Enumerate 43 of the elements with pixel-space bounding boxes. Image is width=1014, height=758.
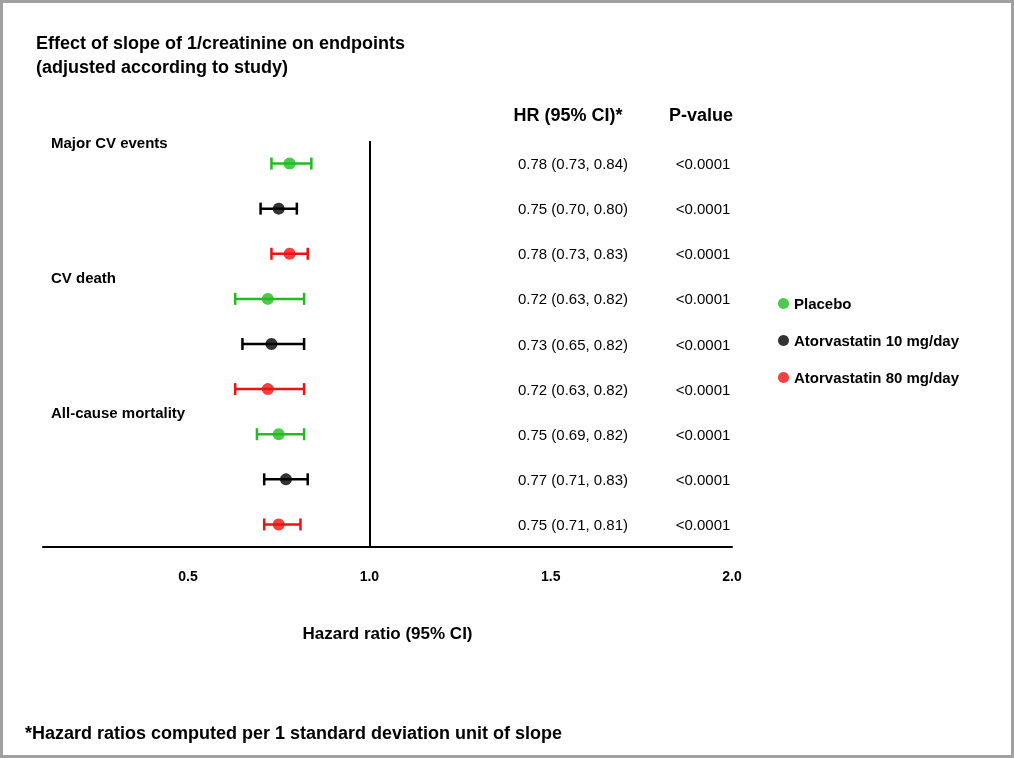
x-tick-label: 0.5 bbox=[178, 568, 198, 584]
annotation: 0.75 (0.71, 0.81) bbox=[517, 515, 629, 533]
annotation: <0.0001 bbox=[675, 515, 731, 533]
annotation: 0.77 (0.71, 0.83) bbox=[517, 470, 629, 488]
x-tick-label: 2.0 bbox=[722, 568, 742, 584]
x-tick-label: 1.5 bbox=[540, 568, 561, 584]
annotation: <0.0001 bbox=[675, 425, 731, 443]
point bbox=[261, 383, 274, 396]
legend-label: Atorvastatin 10 mg/day bbox=[794, 332, 960, 349]
point bbox=[272, 428, 285, 441]
annotation: <0.0001 bbox=[675, 155, 731, 173]
point bbox=[272, 202, 285, 215]
text: P-value bbox=[668, 105, 734, 125]
annotation: <0.0001 bbox=[675, 200, 731, 218]
chart-title: Effect of slope of 1/creatinine on endpoints bbox=[36, 33, 406, 53]
text: *Hazard ratios computed per 1 standard deviation unit of slope bbox=[25, 723, 563, 743]
annotation: 0.72 (0.63, 0.82) bbox=[517, 380, 629, 398]
annotation: <0.0001 bbox=[675, 245, 731, 263]
x-tick-label: 1.0 bbox=[359, 568, 380, 584]
annotation: 0.78 (0.73, 0.84) bbox=[517, 155, 629, 173]
y-tick-label: All-cause mortality bbox=[51, 404, 186, 422]
y-tick-label: Major CV events bbox=[51, 133, 168, 151]
annotation: <0.0001 bbox=[675, 380, 731, 398]
annotation: 0.78 (0.73, 0.83) bbox=[517, 245, 629, 263]
point bbox=[279, 473, 292, 486]
y-tick-label: CV death bbox=[51, 268, 117, 286]
point bbox=[283, 157, 296, 170]
point bbox=[283, 247, 296, 260]
annotation: <0.0001 bbox=[675, 335, 731, 353]
legend-label: Atorvastatin 80 mg/day bbox=[794, 369, 960, 386]
annotation: <0.0001 bbox=[675, 470, 731, 488]
chart-subtitle: (adjusted according to study) bbox=[36, 57, 289, 77]
annotation: 0.72 (0.63, 0.82) bbox=[517, 290, 629, 308]
annotation: <0.0001 bbox=[675, 290, 731, 308]
annotation: 0.75 (0.70, 0.80) bbox=[517, 200, 629, 218]
point bbox=[261, 292, 274, 305]
legend-label: Placebo bbox=[794, 295, 852, 312]
point bbox=[265, 338, 278, 350]
text: HR (95% CI)* bbox=[513, 105, 623, 125]
x-axis-title: Hazard ratio (95% CI) bbox=[302, 624, 473, 643]
point bbox=[272, 518, 285, 531]
annotation: 0.75 (0.69, 0.82) bbox=[517, 425, 629, 443]
annotation: 0.73 (0.65, 0.82) bbox=[517, 335, 629, 353]
